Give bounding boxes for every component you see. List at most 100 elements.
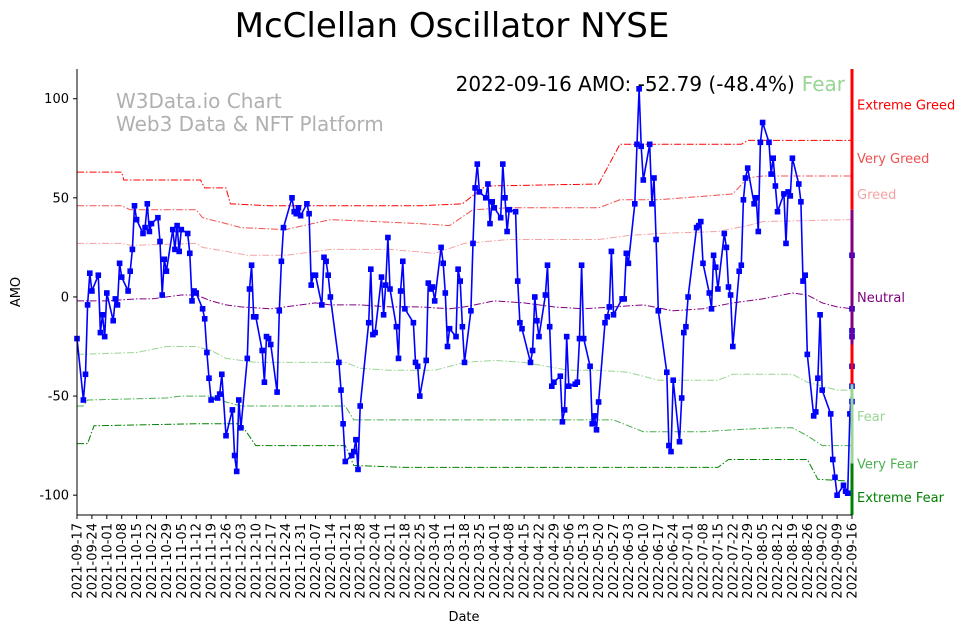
amo-point-33: [174, 222, 180, 229]
amo-point-145: [527, 359, 534, 366]
amo-point-28: [159, 292, 165, 298]
x-tick-label: 2022-02-04: [369, 523, 384, 599]
amo-point-122: [455, 266, 461, 272]
y-tick-label: 50: [52, 191, 69, 206]
amo-point-63: [265, 335, 272, 342]
amo-point-67: [278, 258, 285, 265]
amo-point-153: [549, 383, 555, 389]
amo-point-135: [491, 205, 498, 211]
amo-point-102: [393, 323, 400, 330]
amo-point-80: [321, 254, 327, 261]
amo-point-100: [385, 234, 391, 241]
amo-point-118: [442, 290, 449, 296]
amo-point-89: [351, 448, 357, 455]
amo-point-17: [127, 268, 133, 274]
amo-point-53: [236, 397, 242, 403]
x-tick-label: 2022-06-03: [622, 523, 637, 599]
amo-point-12: [112, 296, 119, 302]
x-tick-label: 2022-03-11: [443, 523, 458, 599]
zone-label-greed: Greed: [857, 188, 896, 203]
amo-point-223: [768, 171, 774, 177]
amo-point-190: [666, 442, 672, 449]
amo-point-169: [595, 399, 602, 405]
chart-title: McClellan Oscillator NYSE: [235, 6, 670, 46]
x-tick-label: 2021-10-29: [160, 523, 175, 599]
amo-point-236: [804, 351, 811, 358]
x-tick-label: 2022-05-27: [607, 523, 622, 599]
amo-point-72: [295, 205, 302, 211]
amo-point-93: [365, 319, 372, 326]
amo-point-115: [431, 298, 438, 304]
x-tick-label: 2022-07-29: [741, 523, 756, 599]
amo-point-249: [847, 411, 853, 417]
amo-point-139: [504, 228, 510, 235]
amo-point-147: [532, 294, 538, 300]
amo-point-210: [727, 292, 734, 298]
x-tick-label: 2021-10-15: [130, 523, 145, 599]
amo-point-125: [461, 359, 468, 366]
amo-point-185: [649, 201, 655, 207]
x-tick-label: 2021-10-08: [115, 523, 130, 599]
amo-point-103: [395, 355, 402, 362]
y-tick-label: 0: [61, 290, 69, 305]
amo-point-219: [755, 228, 762, 235]
x-tick-label: 2022-04-29: [547, 523, 562, 599]
x-tick-label: 2022-01-21: [339, 523, 354, 599]
amo-point-21: [140, 230, 146, 237]
amo-point-25: [148, 220, 155, 227]
threshold-line-very-fear: [77, 395, 852, 447]
amo-point-18: [129, 246, 136, 253]
amo-point-156: [559, 419, 566, 425]
x-tick-label: 2022-08-05: [756, 523, 771, 599]
amo-point-209: [725, 284, 732, 290]
amo-point-27: [157, 238, 163, 245]
threshold-line-very-greed: [77, 175, 852, 231]
x-tick-label: 2022-02-11: [383, 523, 398, 599]
x-tick-label: 2022-02-18: [398, 523, 413, 599]
amo-point-246: [840, 482, 847, 489]
amo-point-3: [84, 302, 91, 308]
amo-point-131: [483, 195, 489, 201]
amo-point-15: [118, 274, 125, 280]
amo-point-66: [276, 308, 283, 314]
amo-point-79: [319, 302, 325, 308]
x-tick-label: 2022-02-25: [413, 523, 428, 599]
amo-point-99: [382, 282, 389, 288]
amo-point-203: [708, 306, 715, 312]
amo-point-248: [844, 490, 851, 496]
amo-point-65: [274, 389, 280, 395]
amo-point-10: [104, 290, 110, 296]
amo-point-64: [267, 341, 274, 348]
amo-point-91: [355, 466, 361, 473]
amo-point-197: [685, 294, 691, 300]
x-tick-label: 2021-10-01: [100, 523, 115, 599]
amo-point-82: [325, 272, 331, 278]
amo-point-148: [534, 317, 540, 324]
amo-point-226: [774, 208, 781, 215]
amo-point-143: [517, 319, 523, 326]
amo-point-23: [144, 201, 151, 207]
amo-point-16: [125, 288, 131, 294]
amo-point-161: [574, 379, 581, 385]
zone-label-fear: Fear: [857, 410, 886, 425]
amo-point-142: [514, 278, 521, 284]
amo-point-134: [489, 199, 495, 205]
amo-point-240: [817, 312, 823, 318]
amo-point-173: [608, 248, 615, 255]
amo-point-204: [710, 252, 717, 259]
amo-point-229: [785, 189, 791, 195]
zone-label-very-fear: Very Fear: [857, 457, 919, 472]
amo-point-199: [695, 222, 702, 229]
amo-point-152: [546, 323, 553, 330]
amo-point-200: [698, 218, 704, 225]
amo-point-123: [457, 278, 463, 284]
amo-point-60: [259, 347, 265, 354]
amo-point-230: [787, 193, 794, 199]
threshold-line-extreme-fear: [77, 423, 853, 482]
amo-point-2: [82, 371, 89, 378]
amo-point-41: [199, 306, 206, 312]
x-tick-label: 2022-08-12: [771, 523, 786, 599]
x-tick-label: 2022-07-15: [711, 523, 726, 599]
x-tick-label: 2022-04-08: [503, 523, 518, 599]
amo-point-183: [640, 177, 647, 183]
